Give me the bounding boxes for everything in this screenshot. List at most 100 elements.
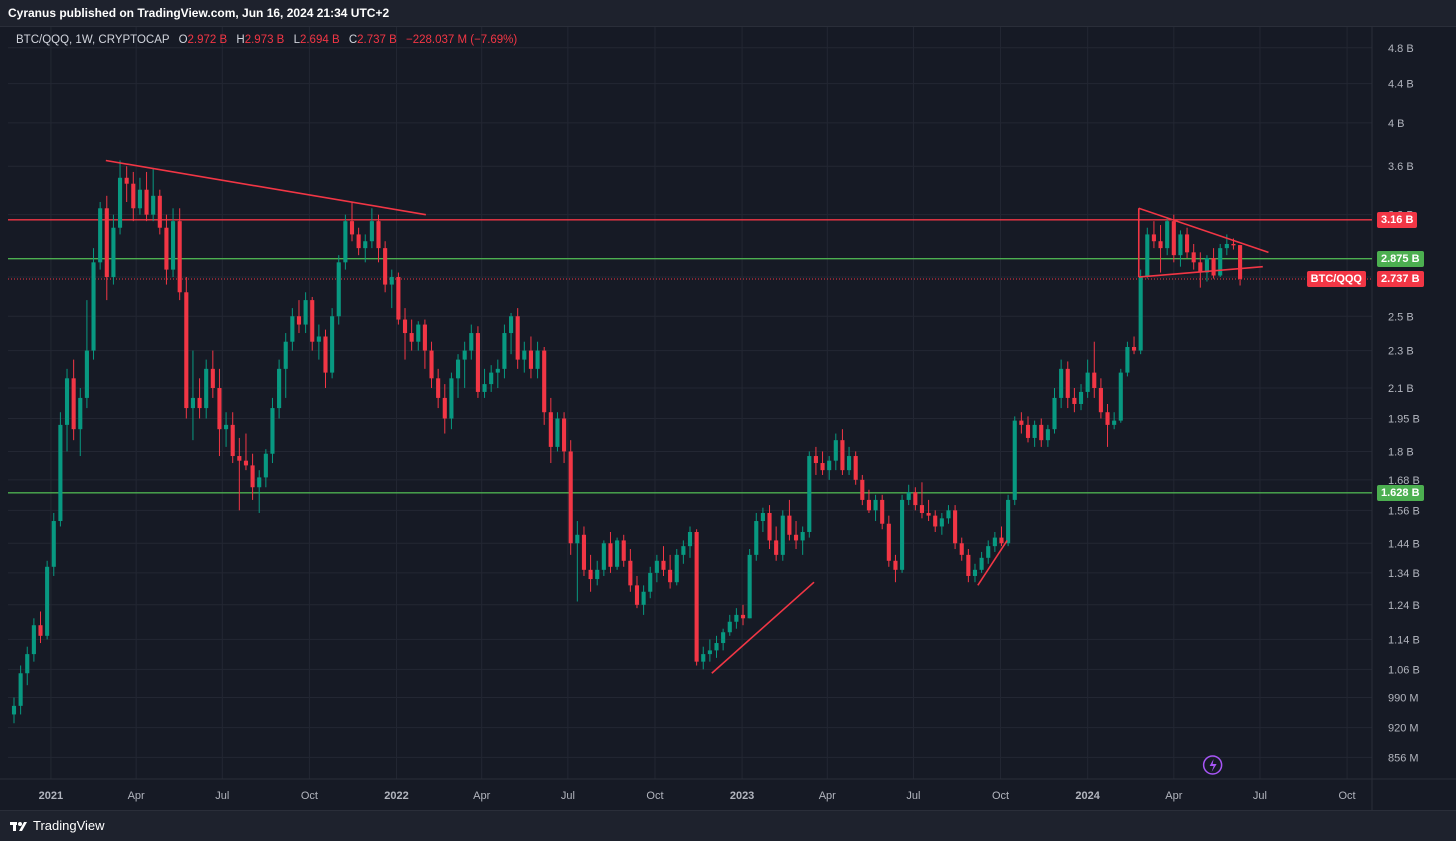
candle-body (1065, 368, 1070, 398)
symbol-legend: BTC/QQQ, 1W, CRYPTOCAP O2.972 B H2.973 B… (16, 34, 517, 46)
trendline (711, 581, 815, 674)
candle-body (953, 510, 958, 544)
candle-body (1039, 424, 1044, 441)
candle-body (654, 560, 659, 573)
y-tick-label: 1.56 B (1388, 505, 1420, 517)
candle-body (217, 388, 222, 430)
trendline (977, 539, 1008, 586)
candle-body (11, 705, 17, 715)
candle-body (979, 557, 984, 570)
open-value: 2.972 B (187, 34, 228, 46)
candle-body (827, 460, 832, 471)
x-tick-label: Apr (1165, 790, 1182, 802)
candle-body (1198, 262, 1203, 273)
candle-body (184, 292, 189, 409)
candle-body (1231, 243, 1236, 246)
high-value: 2.973 B (244, 34, 285, 46)
candle-body (1078, 391, 1084, 404)
y-tick-label: 1.68 B (1388, 475, 1420, 487)
candle-body (641, 591, 646, 605)
candle-body (601, 543, 606, 570)
candle-body (1138, 277, 1143, 351)
candle-body (528, 350, 533, 369)
y-tick-label: 990 M (1388, 692, 1419, 704)
candle-body (131, 183, 136, 209)
candle-body (376, 221, 381, 249)
candle-body (1052, 397, 1057, 430)
candle-body (91, 262, 96, 351)
candle-body (290, 316, 295, 342)
y-tick-label: 1.06 B (1388, 664, 1420, 676)
candle-body (482, 384, 487, 392)
footer-bar: TradingView (0, 810, 1456, 841)
candle-body (833, 440, 838, 461)
candle-body (847, 456, 852, 471)
candle-body (310, 300, 315, 342)
candle-body (866, 499, 871, 511)
candle-body (522, 350, 527, 360)
candle-body (588, 569, 593, 580)
candle-body (714, 643, 719, 651)
candle-body (495, 368, 500, 373)
candle-body (906, 492, 911, 500)
candle-body (999, 537, 1004, 544)
candle-body (913, 492, 918, 506)
candle-body (774, 540, 779, 555)
candle-body (263, 453, 268, 478)
lightning-icon[interactable] (1202, 755, 1223, 775)
open-label: O (178, 34, 188, 46)
candle-body (1125, 347, 1130, 373)
candle-body (535, 350, 540, 369)
candle-body (124, 177, 129, 184)
candle-body (409, 333, 414, 342)
candle-body (502, 333, 507, 369)
candle-body (661, 560, 666, 570)
y-tick-label: 2.1 B (1388, 383, 1414, 395)
price-chart[interactable]: 4.8 B4.4 B4 B3.6 B3.2 B2.75 B2.5 B2.3 B2… (0, 27, 1456, 810)
candle-body (886, 523, 891, 561)
candle-body (575, 534, 580, 544)
candle-body (1072, 397, 1077, 404)
candle-body (343, 221, 348, 263)
candle-body (1171, 221, 1176, 256)
candle-body (164, 227, 169, 270)
candle-body (84, 350, 89, 398)
price-level-label: 2.737 B (1377, 270, 1424, 287)
y-tick-label: 1.95 B (1388, 413, 1420, 425)
candle-body (38, 625, 43, 636)
symbol-price-tag: BTC/QQQ (1306, 270, 1366, 287)
y-tick-label: 4 B (1388, 118, 1405, 130)
chart-area[interactable]: 4.8 B4.4 B4 B3.6 B3.2 B2.75 B2.5 B2.3 B2… (0, 27, 1456, 810)
candle-body (58, 424, 63, 522)
y-tick-label: 4.4 B (1388, 79, 1414, 91)
candle-body (1118, 372, 1123, 421)
candle-body (369, 221, 374, 242)
x-tick-label: 2021 (39, 790, 63, 802)
candle-body (754, 521, 759, 555)
candle-body (31, 625, 36, 655)
high-label: H (236, 34, 245, 46)
brand[interactable]: TradingView (10, 818, 105, 833)
candle-body (900, 499, 905, 570)
candle-body (800, 531, 805, 541)
candle-body (402, 319, 408, 334)
candle-body (542, 350, 547, 413)
trendline (1138, 265, 1263, 278)
candle-body (277, 368, 282, 409)
x-tick-label: Oct (992, 790, 1009, 802)
x-tick-label: 2023 (730, 790, 754, 802)
symbol-info: BTC/QQQ, 1W, CRYPTOCAP (16, 34, 170, 46)
candle-body (1032, 424, 1037, 438)
candle-body (257, 477, 262, 488)
candle-body (946, 510, 951, 519)
candle-body (396, 277, 401, 320)
candle-body (787, 515, 792, 535)
candle-body (986, 546, 991, 558)
price-level-label: 1.628 B (1377, 484, 1424, 501)
candle-body (363, 241, 368, 249)
candle-body (78, 397, 83, 430)
candle-body (555, 418, 560, 447)
candle-body (621, 540, 626, 561)
candle-body (436, 378, 441, 398)
candle-body (270, 408, 275, 454)
